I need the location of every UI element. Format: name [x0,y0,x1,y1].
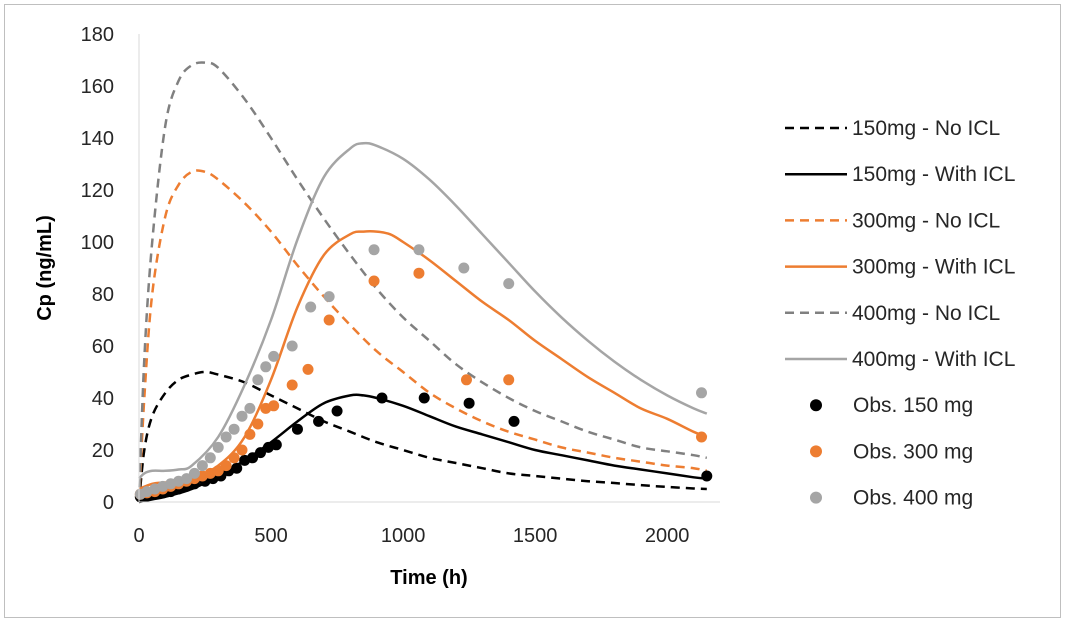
legend-label: Obs. 300 mg [853,440,973,463]
legend-item-400mg-with-icl: 400mg - With ICL [785,348,1015,371]
legend-label: Obs. 400 mg [853,487,973,510]
data-point [286,379,298,391]
data-point [286,340,298,352]
legend: 150mg - No ICL 150mg - With ICL 300mg - No… [785,117,1015,510]
data-point [413,267,425,279]
series-points-obs-400-mg [134,244,708,500]
y-tick-label: 120 [81,180,114,202]
legend-swatch [810,399,822,412]
data-point [696,387,708,399]
legend-label: Obs. 150 mg [853,394,973,417]
legend-item-300mg-no-icl: 300mg - No ICL [785,209,1000,232]
data-point [188,467,200,479]
data-point [244,428,256,440]
legend-label: 300mg - No ICL [852,209,1000,232]
x-tick-label: 1000 [381,525,426,547]
legend-item-obs-400-mg: Obs. 400 mg [810,487,973,510]
legend-label: 400mg - No ICL [852,302,1000,325]
axes: 0 20 40 60 80 100 120 140 160 180 0 500 1000 1500 2000 [81,24,720,547]
legend-swatch [810,445,822,458]
y-tick-label: 40 [92,388,114,410]
data-point [701,470,713,482]
legend-item-150mg-with-icl: 150mg - With ICL [785,163,1015,186]
chart-frame [4,4,1061,618]
legend-label: 400mg - With ICL [852,348,1015,371]
data-point [254,447,266,459]
legend-item-obs-150-mg: Obs. 150 mg [810,394,973,417]
data-point [268,400,280,412]
data-point [458,262,470,274]
legend-label: 150mg - With ICL [852,163,1015,186]
series-line-150mg-with-icl [138,393,707,504]
data-point [244,402,256,414]
series-line-400mg-no-icl [137,61,708,503]
data-point [463,397,475,409]
x-tick-label: 1500 [513,525,558,547]
data-point [212,465,224,477]
data-point [220,460,232,472]
data-point [305,301,317,313]
data-point [291,423,303,435]
data-point [228,452,240,464]
y-axis-title: Cp (ng/mL) [34,215,56,321]
data-point [368,275,380,287]
data-point [181,473,193,485]
data-point [231,462,243,474]
data-point [236,444,248,456]
y-tick-label: 100 [81,232,114,254]
data-point [236,410,248,422]
y-tick-label: 0 [103,492,114,514]
data-point [220,431,232,443]
legend-item-obs-300-mg: Obs. 300 mg [810,440,973,463]
data-point [323,291,335,303]
data-point [252,418,264,430]
series-line-300mg-no-icl [137,169,708,503]
legend-item-150mg-no-icl: 150mg - No ICL [785,117,1000,140]
plot-area [134,61,713,504]
data-point [503,374,515,386]
x-tick-label: 2000 [645,525,690,547]
data-point [270,439,282,451]
y-tick-label: 160 [81,76,114,98]
data-point [323,314,335,326]
legend-label: 150mg - No ICL [852,117,1000,140]
data-point [376,392,388,404]
y-tick-label: 80 [92,284,114,306]
data-point [460,374,472,386]
data-point [247,452,259,464]
data-point [252,374,264,386]
legend-item-400mg-no-icl: 400mg - No ICL [785,302,1000,325]
data-point [696,431,708,443]
data-point [268,350,280,362]
x-tick-label: 0 [133,525,144,547]
data-point [313,415,325,427]
data-point [413,244,425,256]
x-tick-label: 500 [254,525,287,547]
y-tick-label: 180 [81,24,114,46]
y-tick-label: 60 [92,336,114,358]
data-point [204,452,216,464]
data-point [503,278,515,290]
series-line-150mg-no-icl [137,370,707,503]
data-point [508,415,520,427]
data-point [418,392,430,404]
x-axis-title: Time (h) [390,567,467,589]
legend-item-300mg-with-icl: 300mg - With ICL [785,256,1015,279]
data-point [368,244,380,256]
data-point [260,361,272,373]
legend-label: 300mg - With ICL [852,256,1015,279]
data-point [212,441,224,453]
data-point [302,363,314,375]
data-point [331,405,343,417]
series-line-400mg-with-icl [138,141,708,480]
data-point [196,460,208,472]
y-tick-label: 140 [81,128,114,150]
y-tick-label: 20 [92,440,114,462]
data-point [228,423,240,435]
legend-swatch [810,491,822,504]
